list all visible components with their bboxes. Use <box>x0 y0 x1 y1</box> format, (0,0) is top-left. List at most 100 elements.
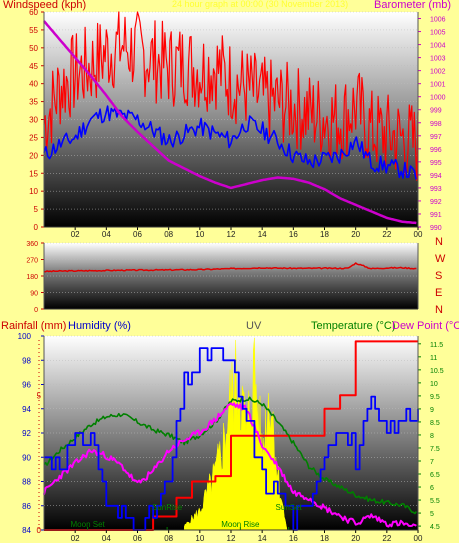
compass-label: N <box>435 304 443 316</box>
x-tick-label: 00 <box>414 534 423 543</box>
x-tick-label: 00 <box>414 230 423 239</box>
dew-point-axis-title: Dew Point (°C) <box>392 320 459 332</box>
temp-tick-label: 10.5 <box>430 368 444 375</box>
x-tick-label: 20 <box>351 230 360 239</box>
chart-title: 24 hour graph at 00:00 (30 November 2013… <box>172 0 349 9</box>
y-tick-label: 20 <box>29 151 38 160</box>
temp-tick-label: 8 <box>430 433 434 440</box>
humidity-tick-label: 84 <box>22 526 31 535</box>
temp-tick-label: 4.5 <box>430 524 440 531</box>
temp-tick-label: 6 <box>430 485 434 492</box>
y2-tick-label: 1006 <box>430 17 446 24</box>
x-tick-label: 12 <box>227 534 236 543</box>
y2-tick-label: 1004 <box>430 43 446 50</box>
x-tick-label: 02 <box>71 230 80 239</box>
x-tick-label: 18 <box>320 230 329 239</box>
y2-tick-label: 990 <box>430 225 442 232</box>
temp-tick-label: 9 <box>430 407 434 414</box>
humidity-line <box>44 347 419 531</box>
temp-tick-label: 9.5 <box>430 394 440 401</box>
windspeed-axis-title: Windspeed (kph) <box>3 0 87 11</box>
temp-tick-label: 7 <box>430 459 434 466</box>
rain-tick-label: 0 <box>37 526 42 535</box>
y2-tick-label: 993 <box>430 186 442 193</box>
temp-tick-label: 8.5 <box>430 420 440 427</box>
y2-tick-label: 995 <box>430 160 442 167</box>
y2-tick-label: 1003 <box>430 56 446 63</box>
y-tick-label: 0 <box>34 223 39 232</box>
humidity-tick-label: 94 <box>22 405 31 414</box>
y2-tick-label: 1001 <box>430 82 446 89</box>
x-tick-label: 04 <box>102 534 111 543</box>
y2-tick-label: 994 <box>430 173 442 180</box>
humidity-tick-label: 96 <box>22 381 31 390</box>
y-tick-label: 25 <box>29 133 38 142</box>
y-tick-label: 15 <box>29 169 38 178</box>
temp-tick-label: 11 <box>430 355 437 362</box>
y-tick-label: 270 <box>26 258 38 265</box>
dew-point-line <box>43 402 417 528</box>
y-tick-label: 10 <box>29 187 38 196</box>
rainfall-line <box>44 340 418 531</box>
x-tick-label: 18 <box>320 534 329 543</box>
y-tick-label: 5 <box>34 205 39 214</box>
windspeed-line <box>43 11 419 181</box>
y-tick-label: 35 <box>29 98 38 107</box>
y2-tick-label: 991 <box>430 212 442 219</box>
y-tick-label: 55 <box>29 26 38 35</box>
sunset-marker: SunSet <box>276 503 303 512</box>
y-tick-label: 0 <box>34 307 38 314</box>
y-tick-label: 60 <box>29 8 38 17</box>
y2-tick-label: 996 <box>430 147 442 154</box>
humidity-tick-label: 98 <box>22 356 31 365</box>
moon-set-marker: Moon Set <box>71 520 106 529</box>
x-tick-label: 10 <box>195 230 204 239</box>
temp-tick-label: 11.5 <box>430 342 443 349</box>
compass-label: N <box>435 236 443 248</box>
average-speed-line <box>43 105 417 180</box>
y2-tick-label: 1005 <box>430 30 446 37</box>
temp-tick-label: 10 <box>430 381 438 388</box>
humidity-axis-title: Humidity (%) <box>68 320 131 332</box>
x-tick-label: 08 <box>164 230 173 239</box>
temperature-axis-title: Temperature (°C) <box>311 320 396 332</box>
x-tick-label: 16 <box>289 534 298 543</box>
temp-tick-label: 5.5 <box>430 498 440 505</box>
y2-tick-label: 997 <box>430 134 442 141</box>
wind-direction-line <box>43 262 417 273</box>
x-tick-label: 02 <box>71 534 80 543</box>
sunrise-marker: SunRise <box>152 503 183 512</box>
x-tick-label: 20 <box>351 534 360 543</box>
x-tick-label: 22 <box>382 534 391 543</box>
compass-label: E <box>435 287 443 299</box>
rain-tick-label: 5 <box>37 391 42 400</box>
y-tick-label: 90 <box>30 291 38 298</box>
y-tick-label: 40 <box>29 80 38 89</box>
x-tick-label: 14 <box>258 534 267 543</box>
x-tick-label: 06 <box>133 534 142 543</box>
x-tick-label: 10 <box>195 534 204 543</box>
x-tick-label: 04 <box>102 230 111 239</box>
y2-tick-label: 1002 <box>430 69 446 76</box>
moon-rise-marker: Moon Rise <box>221 520 260 529</box>
y2-tick-label: 1000 <box>430 95 446 102</box>
temp-tick-label: 6.5 <box>430 472 440 479</box>
y2-tick-label: 999 <box>430 108 442 115</box>
x-tick-label: 14 <box>258 230 267 239</box>
compass-label: S <box>435 270 443 282</box>
rainfall-axis-title: Rainfall (mm) <box>1 320 67 332</box>
x-tick-label: 06 <box>133 230 142 239</box>
humidity-tick-label: 86 <box>22 502 31 511</box>
temp-tick-label: 7.5 <box>430 446 440 453</box>
humidity-tick-label: 88 <box>22 478 31 487</box>
y-tick-label: 50 <box>29 44 38 53</box>
humidity-tick-label: 90 <box>22 453 31 462</box>
y-tick-label: 30 <box>29 116 38 125</box>
temperature-line <box>43 396 418 515</box>
x-tick-label: 16 <box>289 230 298 239</box>
temp-tick-label: 5 <box>430 511 434 518</box>
y-tick-label: 45 <box>29 62 38 71</box>
humidity-tick-label: 92 <box>22 429 31 438</box>
